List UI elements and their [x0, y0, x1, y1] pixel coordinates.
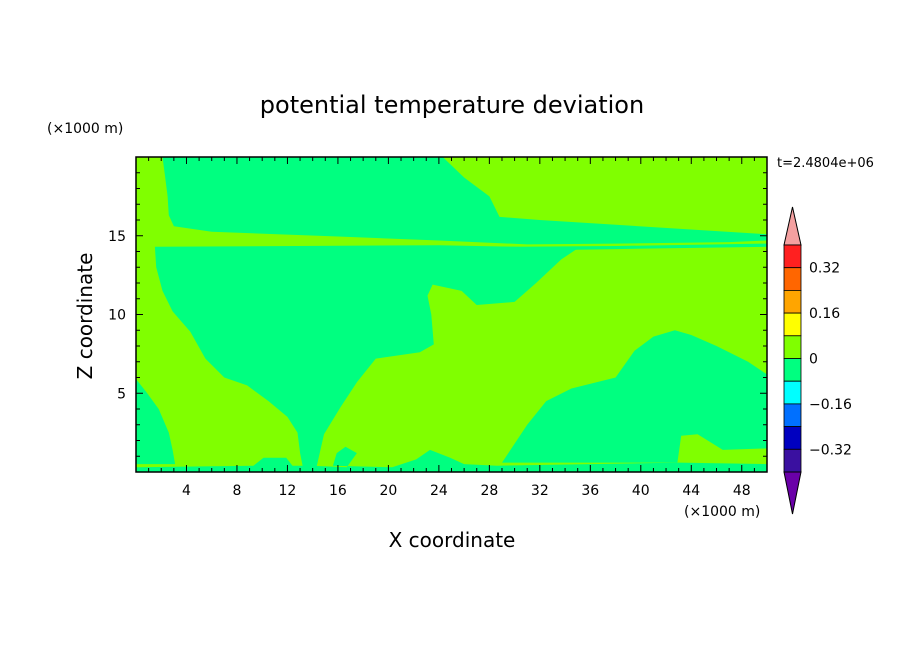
- colorbar-band: [783, 448, 802, 473]
- chart-title: potential temperature deviation: [260, 91, 644, 119]
- colorbar-over-arrow: [783, 206, 802, 246]
- colorbar-tick-label: 0.32: [809, 261, 840, 277]
- x-tick-label: 20: [379, 483, 397, 499]
- time-label: t=2.4804e+06: [777, 156, 874, 171]
- colorbar-band: [783, 403, 802, 427]
- y-unit-label: (×1000 m): [47, 121, 123, 137]
- x-unit-label: (×1000 m): [684, 504, 760, 520]
- x-tick-label: 16: [329, 483, 347, 499]
- y-tick-label: 10: [108, 308, 126, 324]
- colorbar-under-arrow: [783, 471, 802, 515]
- y-tick-label: 5: [117, 386, 126, 402]
- y-axis-label: Z coordinate: [73, 253, 97, 380]
- colorbar-band: [783, 312, 802, 337]
- x-axis: 4 8 12 16 20 24 28 32 36 40 44 48: [148, 157, 755, 499]
- colorbar: 0.32 0.16 0 −0.16 −0.32: [783, 206, 852, 515]
- contour-region-upper-negative-layer: [162, 157, 767, 245]
- colorbar-band: [783, 358, 802, 382]
- colorbar-band: [783, 426, 802, 450]
- plot-area: [136, 157, 767, 472]
- x-tick-label: 24: [430, 483, 448, 499]
- x-tick-label: 28: [480, 483, 498, 499]
- contour-region-lower-right-negative-region: [502, 330, 767, 463]
- colorbar-tick-label: 0: [809, 352, 818, 368]
- x-axis-label: X coordinate: [389, 528, 516, 552]
- contour-region-main-negative-region: [154, 245, 578, 472]
- colorbar-band: [783, 289, 802, 314]
- contour-region-sublayer-negative-strip: [401, 243, 767, 251]
- contour-region-bottom-negative-strip: [136, 446, 767, 472]
- x-tick-label: 48: [733, 483, 751, 499]
- colorbar-band: [783, 267, 802, 291]
- x-tick-label: 40: [632, 483, 650, 499]
- x-tick-label: 36: [581, 483, 599, 499]
- x-tick-label: 8: [232, 483, 241, 499]
- y-tick-label: 15: [108, 229, 126, 245]
- y-axis: 5 10 15: [108, 172, 767, 457]
- colorbar-band: [783, 335, 802, 359]
- colorbar-band: [783, 380, 802, 405]
- x-tick-label: 32: [531, 483, 549, 499]
- contour-region-left-edge-negative-region: [136, 379, 176, 465]
- colorbar-tick-label: 0.16: [809, 306, 840, 322]
- x-tick-label: 12: [279, 483, 297, 499]
- x-tick-label: 44: [682, 483, 700, 499]
- colorbar-tick-label: −0.16: [809, 397, 852, 413]
- x-tick-label: 4: [182, 483, 191, 499]
- colorbar-band: [783, 244, 802, 269]
- colorbar-tick-label: −0.32: [809, 442, 852, 458]
